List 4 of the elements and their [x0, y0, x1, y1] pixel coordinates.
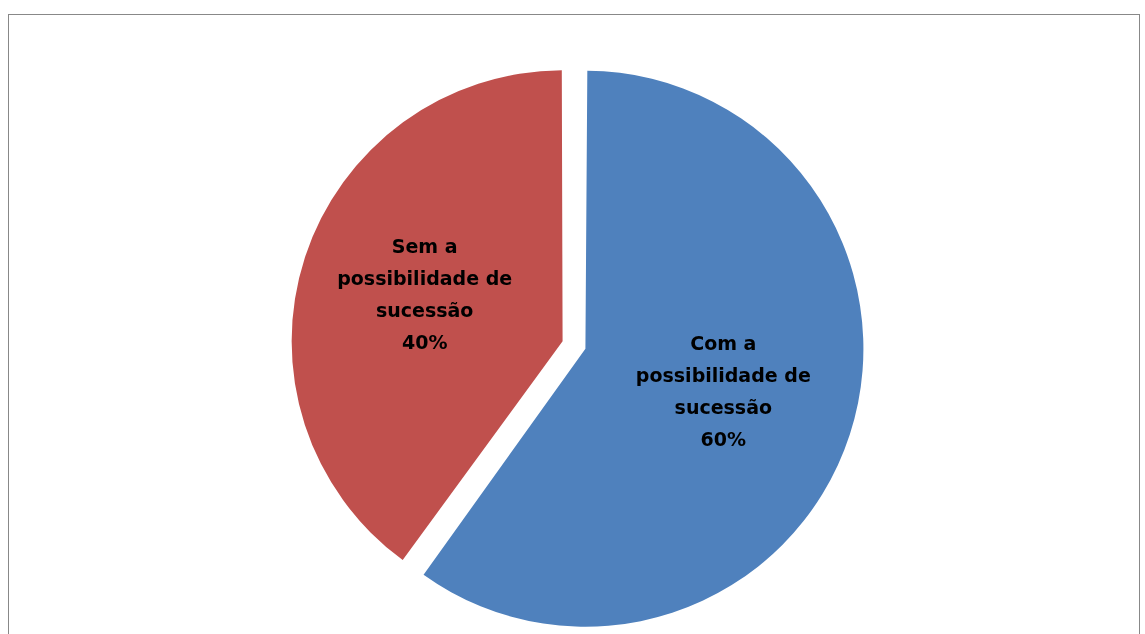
data-label: 60%	[700, 428, 747, 451]
slice-label: Com a possibilidade de sucessão	[635, 332, 811, 419]
data-label: 40%	[401, 331, 448, 354]
slice-label: Sem a possibilidade de sucessão	[337, 235, 513, 322]
